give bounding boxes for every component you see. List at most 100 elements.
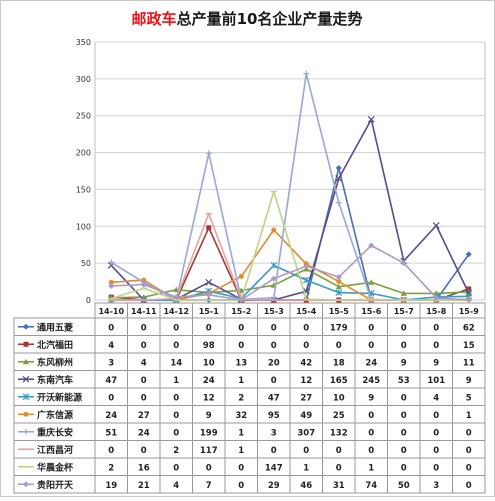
data-label: 47	[105, 376, 117, 386]
x-tick-label: 14-10	[98, 307, 124, 316]
data-label: 0	[466, 463, 472, 473]
data-label: 0	[173, 463, 179, 473]
chart-title-rest: 总产量前10名企业产量走势	[177, 10, 363, 28]
data-label: 13	[235, 358, 247, 368]
data-label: 74	[365, 481, 377, 491]
data-point	[335, 289, 343, 297]
data-label: 0	[433, 446, 439, 456]
legend-key	[18, 375, 34, 383]
data-label: 24	[203, 376, 215, 386]
data-label: 98	[203, 341, 215, 351]
legend-entry: 东风柳州	[37, 356, 73, 368]
data-label: 0	[141, 446, 147, 456]
chart-title: 邮政车总产量前10名企业产量走势	[132, 10, 363, 28]
data-point	[238, 273, 244, 279]
data-label: 0	[433, 341, 439, 351]
data-label: 21	[138, 481, 150, 491]
data-label: 32	[235, 411, 247, 421]
data-label: 10	[203, 358, 215, 368]
x-tick-label: 15-5	[329, 307, 349, 316]
data-label: 1	[238, 376, 244, 386]
data-point	[140, 281, 147, 288]
data-label: 9	[433, 358, 439, 368]
x-tick-label: 14-11	[131, 307, 157, 316]
y-tick-label: 250	[76, 112, 91, 121]
data-label: 0	[271, 323, 277, 333]
legend-key	[18, 323, 34, 330]
data-point	[108, 279, 114, 285]
data-label: 15	[463, 341, 475, 351]
data-label: 24	[138, 428, 150, 438]
data-label: 2	[108, 463, 114, 473]
data-label: 27	[300, 393, 312, 403]
data-label: 3	[433, 481, 439, 491]
data-label: 165	[330, 376, 348, 386]
y-tick-label: 350	[76, 38, 91, 47]
data-label: 62	[463, 323, 475, 333]
series-lines	[107, 70, 473, 304]
data-label: 0	[206, 463, 212, 473]
data-label: 117	[200, 446, 218, 456]
data-label: 0	[173, 341, 179, 351]
data-label: 0	[401, 428, 407, 438]
data-label: 12	[203, 393, 215, 403]
x-tick-label: 15-3	[264, 307, 284, 316]
data-label: 0	[336, 463, 342, 473]
series-line	[111, 268, 469, 299]
data-point	[432, 222, 440, 229]
data-point	[108, 259, 115, 266]
data-point	[336, 279, 342, 285]
data-point	[270, 261, 278, 269]
data-label: 7	[206, 481, 212, 491]
data-label: 1	[466, 411, 472, 421]
data-label: 0	[108, 393, 114, 403]
data-label: 20	[268, 358, 280, 368]
data-point	[335, 199, 342, 206]
data-label: 24	[365, 358, 377, 368]
data-label: 29	[268, 481, 280, 491]
data-label: 47	[268, 393, 280, 403]
data-label: 0	[303, 341, 309, 351]
data-label: 0	[238, 463, 244, 473]
data-label: 0	[433, 428, 439, 438]
data-label: 0	[271, 341, 277, 351]
data-point	[22, 375, 30, 383]
data-label: 0	[368, 411, 374, 421]
data-label: 0	[401, 323, 407, 333]
x-tick-label: 15-6	[361, 307, 381, 316]
legend-entry: 广东信源	[37, 409, 73, 421]
data-label: 25	[333, 411, 345, 421]
series-10	[108, 242, 472, 303]
data-label: 0	[433, 411, 439, 421]
data-label: 245	[362, 376, 380, 386]
data-point	[23, 481, 29, 488]
data-label: 0	[401, 341, 407, 351]
y-tick-label: 0	[86, 296, 91, 305]
data-point	[23, 323, 29, 330]
data-point	[465, 251, 472, 258]
y-tick-label: 100	[76, 222, 91, 231]
data-label: 0	[401, 411, 407, 421]
x-tick-label: 14-12	[163, 307, 189, 316]
data-point	[368, 242, 375, 249]
data-label: 147	[265, 463, 283, 473]
data-label: 9	[206, 411, 212, 421]
data-point	[400, 290, 407, 296]
data-label: 42	[300, 358, 312, 368]
x-tick-label: 15-7	[394, 307, 414, 316]
data-label: 50	[398, 481, 410, 491]
x-tick-label: 15-9	[459, 307, 479, 316]
data-point	[173, 294, 180, 301]
data-label: 132	[330, 428, 348, 438]
data-point	[205, 278, 213, 286]
data-point	[23, 358, 29, 365]
data-label: 9	[368, 393, 374, 403]
data-label: 1	[368, 463, 374, 473]
data-point	[368, 279, 375, 285]
data-label: 16	[138, 463, 150, 473]
data-label: 0	[368, 323, 374, 333]
legend-entry: 通用五菱	[37, 321, 73, 333]
data-point	[367, 115, 375, 123]
data-point	[433, 294, 440, 301]
